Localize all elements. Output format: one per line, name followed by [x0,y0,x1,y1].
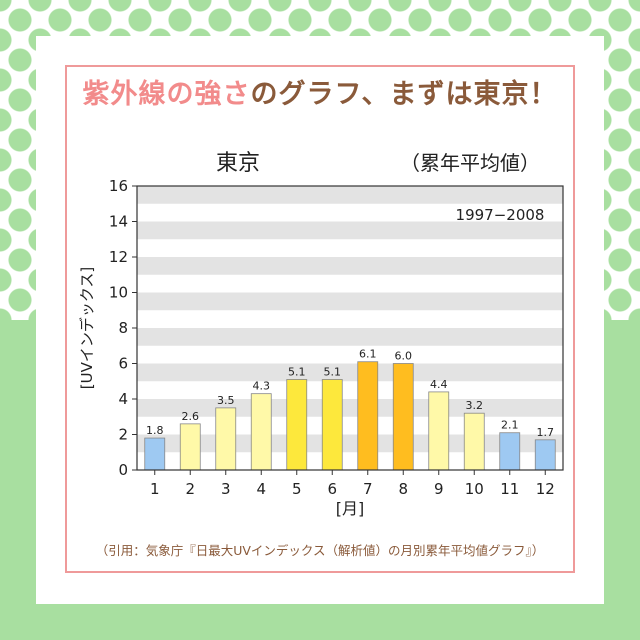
bar-value-label: 4.3 [253,380,271,393]
x-tick-label: 10 [465,480,484,498]
x-axis-label: [月] [336,499,365,518]
x-tick-label: 1 [150,480,160,498]
x-tick-label: 8 [398,480,408,498]
bar-month-9 [428,391,450,471]
x-tick-label: 4 [256,480,266,498]
bar-month-10 [463,412,485,471]
y-tick-label: 0 [118,461,128,479]
grid-bands [137,186,563,470]
heading-rest: のグラフ、まずは東京！ [250,79,558,110]
y-tick-label: 4 [118,390,128,408]
grid-band [137,292,563,311]
grid-band [137,221,563,240]
grid-band [137,328,563,346]
x-tick-label: 6 [327,480,337,498]
grid-band [137,363,563,382]
bar-value-label: 2.6 [182,410,200,423]
y-tick-label: 12 [109,248,128,266]
bar-month-11 [499,432,521,471]
y-tick-label: 6 [118,355,128,373]
page-heading: 紫外線の強さのグラフ、まずは東京！ [0,72,640,111]
x-tick-label: 7 [363,480,373,498]
grid-band [137,186,563,204]
x-tick-labels: 1 2 3 4 5 6 7 8 9 10 11 12 [150,470,555,498]
bar-value-label: 6.0 [395,350,413,363]
y-tick-label: 2 [118,426,128,444]
bar-value-label: 5.1 [288,365,306,378]
bar-month-8 [392,363,414,471]
y-axis-label: [UVインデックス] [78,267,96,390]
bar-value-label: 3.2 [466,399,484,412]
x-tick-label: 5 [292,480,302,498]
y-tick-label: 14 [109,213,128,231]
bar-value-labels: 1.8 2.6 3.5 4.3 5.1 5.1 6.1 6.0 4.4 3.2 2.1 1.7 [146,348,554,439]
y-tick-labels: 0 2 4 6 8 10 12 14 16 [109,177,137,479]
bar-value-label: 6.1 [359,348,377,361]
year-range-annotation: 1997−2008 [456,206,545,224]
chart-title: 東京 [216,151,260,176]
x-tick-label: 9 [434,480,444,498]
x-tick-label: 12 [536,480,555,498]
y-tick-label: 8 [118,319,128,337]
bar-month-5 [286,379,308,471]
bar-value-label: 3.5 [217,394,235,407]
bar-month-1 [144,437,166,471]
bar-month-2 [179,423,201,471]
x-tick-label: 2 [185,480,195,498]
bar-month-12 [534,439,556,471]
plot-border [136,185,564,471]
bar-value-label: 4.4 [430,378,448,391]
y-tick-label: 16 [109,177,128,195]
source-citation: （引用：気象庁『日最大UVインデックス（解析値）の月別累年平均値グラフ』） [95,543,545,558]
bar-month-4 [250,393,272,471]
y-tick-label: 10 [109,284,128,302]
bar-month-3 [215,407,237,471]
bar-value-label: 2.1 [501,419,519,432]
grid-band [137,257,563,275]
bar-value-label: 1.8 [146,424,164,437]
bar-value-label: 5.1 [324,365,342,378]
heading-highlight: 紫外線の強さ [82,79,251,110]
x-tick-label: 11 [500,480,519,498]
pink-frame [65,65,575,573]
chart-subtitle: （累年平均値） [400,151,540,175]
x-tick-label: 3 [221,480,231,498]
bar-value-label: 1.7 [537,426,555,439]
bar-month-7 [357,361,379,471]
bar-month-6 [321,379,343,471]
grid-band [137,434,563,453]
grid-band [137,399,563,417]
